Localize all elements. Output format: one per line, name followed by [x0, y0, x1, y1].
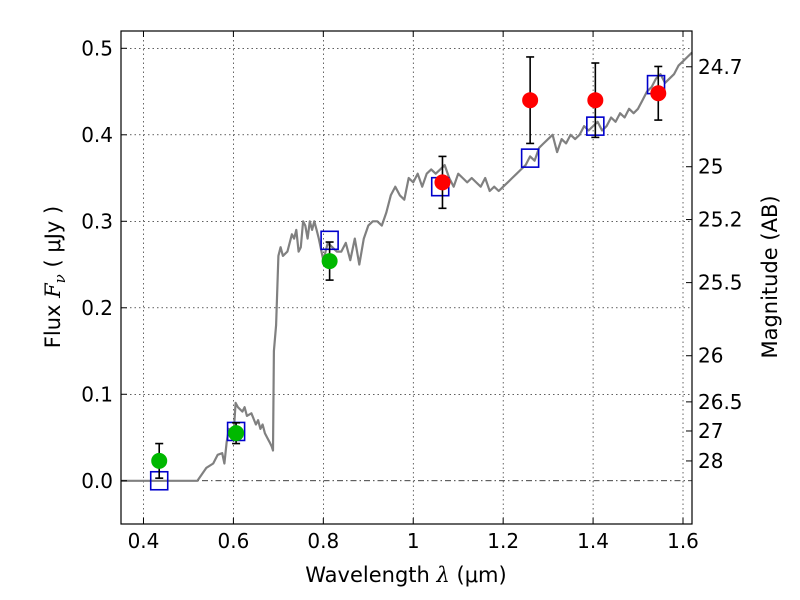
model-photometry-square	[520, 148, 540, 168]
y2-tick-label: 25	[698, 155, 723, 179]
x-tick-label: 0.4	[128, 529, 160, 553]
x-tick-label: 1.4	[577, 529, 609, 553]
y2-tick-label: 27	[698, 419, 723, 443]
y2-tick-label: 26	[698, 344, 723, 368]
y2-tick-label: 25.2	[698, 208, 743, 232]
observed-optical-point	[321, 253, 338, 270]
x-tick-label: 1	[407, 529, 420, 553]
y2-axis-label: Magnitude (AB)	[758, 195, 782, 358]
y-tick-label: 0.2	[81, 296, 113, 320]
observed-nir-point	[434, 174, 451, 191]
y-tick-label: 0.3	[81, 209, 113, 233]
y-tick-label: 0.1	[81, 382, 113, 406]
observed-nir-point	[522, 92, 539, 109]
grid	[121, 31, 692, 524]
y2-tick-label: 26.5	[698, 390, 743, 414]
observed-nir-point	[650, 85, 667, 102]
plot-frame	[120, 30, 693, 525]
y-tick-label: 0.0	[81, 469, 113, 493]
y-axis-label: Flux Fν ( μJy )	[41, 206, 69, 348]
ticks: 0.4 0.6 0.8 1 1.2 1.4 1.6 0.0 0.1 0.2 0.3 0.4 0.5 24.…	[81, 31, 743, 553]
x-tick-label: 0.6	[217, 529, 249, 553]
series-layer	[121, 51, 693, 491]
x-tick-label: 1.6	[667, 529, 699, 553]
observed-optical-point	[228, 425, 245, 442]
observed-nir-point	[587, 92, 604, 109]
y2-tick-label: 28	[698, 449, 723, 473]
y-tick-label: 0.5	[81, 36, 113, 60]
y-tick-label: 0.4	[81, 123, 113, 147]
x-tick-label: 1.2	[487, 529, 519, 553]
model-spectrum-line	[121, 51, 693, 482]
x-axis-label: Wavelength λ (μm)	[305, 563, 506, 587]
y2-tick-label: 24.7	[698, 55, 743, 79]
y2-tick-label: 25.5	[698, 271, 743, 295]
x-tick-label: 0.8	[307, 529, 339, 553]
observed-optical-point	[151, 452, 168, 469]
